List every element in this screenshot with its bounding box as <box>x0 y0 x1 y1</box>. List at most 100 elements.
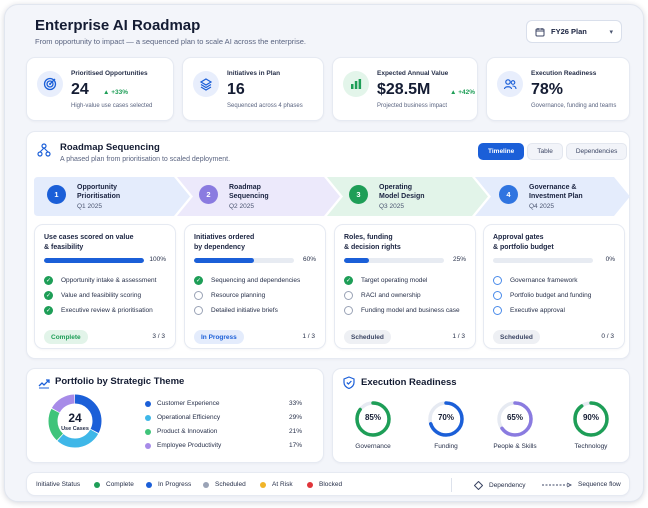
check-icon: ✓ <box>44 291 53 300</box>
task-item: Executive approval <box>493 306 565 315</box>
dashed-arrow-icon <box>542 482 572 487</box>
readiness-ring-governance: 85% <box>353 399 393 439</box>
phase-card-2[interactable]: Initiatives ordered by dependency 60% ✓ S… <box>184 224 326 349</box>
phase-name: Opportunity Prioritisation <box>77 184 121 200</box>
readiness-ring-funding: 70% <box>426 399 466 439</box>
task-item: ✓ Opportunity intake & assessment <box>44 276 157 285</box>
ring-label: Governance <box>355 443 391 450</box>
ring-progress <box>573 401 609 437</box>
progress-bar <box>493 258 593 263</box>
plan-selector-label: FY26 Plan <box>551 27 587 36</box>
kpi-value: 16 <box>227 81 245 98</box>
tab-timeline[interactable]: Timeline <box>478 143 525 160</box>
phase-number: 2 <box>199 185 218 204</box>
task-item: ✓ Sequencing and dependencies <box>194 276 301 285</box>
theme-legend-item: Operational Efficiency <box>145 414 220 421</box>
task-item: Governance framework <box>493 276 578 285</box>
phase-quarter: Q2 2025 <box>229 203 254 210</box>
kpi-sub: Governance, funding and teams <box>531 103 617 109</box>
phase-quarter: Q3 2025 <box>379 203 404 210</box>
check-icon: ✓ <box>194 276 203 285</box>
tab-table[interactable]: Table <box>527 143 563 160</box>
circle-icon <box>493 276 502 285</box>
phase-card-1[interactable]: Use cases scored on value & feasibility … <box>34 224 176 349</box>
status-scheduled: Scheduled <box>203 481 246 488</box>
portfolio-donut <box>48 394 102 448</box>
ring-progress <box>497 401 533 437</box>
kpi-label: Execution Readiness <box>531 70 597 77</box>
kpi-value: 24 <box>71 81 89 98</box>
status-blocked: Blocked <box>307 481 342 488</box>
layers-icon <box>193 71 219 97</box>
phase-2[interactable]: 2 Roadmap Sequencing Q2 2025 <box>187 177 337 216</box>
ring-progress <box>428 401 464 437</box>
check-icon: ✓ <box>344 276 353 285</box>
diamond-icon <box>474 481 483 490</box>
kpi-card-readiness: Execution Readiness 78% Governance, fund… <box>486 57 630 121</box>
circle-icon <box>493 306 502 315</box>
divider <box>451 478 452 492</box>
legend-dot <box>145 428 151 435</box>
kpi-sub: Projected business impact <box>377 103 448 109</box>
check-icon: ✓ <box>44 276 53 285</box>
task-item: ✓ Executive review & prioritisation <box>44 306 153 315</box>
ring-label: Technology <box>574 443 608 450</box>
theme-legend-item: Employee Productivity <box>145 442 221 449</box>
roadmap-title: Roadmap Sequencing <box>60 142 160 153</box>
donut-slice-4 <box>48 394 102 448</box>
status-dot <box>94 481 100 488</box>
legend-dot <box>145 442 151 449</box>
legend-dot <box>145 414 151 421</box>
donut-center-label: Use Cases <box>61 426 89 432</box>
readiness-ring-people-skills: 65% <box>495 399 535 439</box>
progress-percent: 100% <box>149 256 166 263</box>
ring-progress <box>355 401 391 437</box>
status-badge: Scheduled <box>344 330 391 344</box>
task-count: 1 / 3 <box>302 333 315 340</box>
phase-card-4[interactable]: Approval gates & portfolio budget 0% Gov… <box>483 224 625 349</box>
bar-chart-icon <box>343 71 369 97</box>
task-item: Detailed initiative briefs <box>194 306 278 315</box>
status-dot <box>260 481 266 488</box>
status-legend-bar: Initiative Status Complete In Progress S… <box>26 472 630 496</box>
task-item: RACI and ownership <box>344 291 421 300</box>
circle-icon <box>194 291 203 300</box>
plan-selector[interactable]: FY26 Plan ▾ <box>526 20 622 43</box>
theme-percent: 33% <box>289 400 303 407</box>
theme-percent: 21% <box>289 428 303 435</box>
kpi-card-initiatives: Initiatives in Plan 16 Sequenced across … <box>182 57 324 121</box>
hierarchy-icon <box>37 143 51 157</box>
view-tabs: Timeline Table Dependencies <box>478 143 628 160</box>
phase-arrow-1 <box>34 177 190 216</box>
circle-icon <box>344 306 353 315</box>
progress-percent: 25% <box>452 256 466 263</box>
kpi-sub: High-value use cases selected <box>71 103 153 109</box>
ring-percent: 70% <box>437 413 454 422</box>
phase-card-3[interactable]: Roles, funding & decision rights 25% ✓ Ta… <box>334 224 476 349</box>
theme-percent: 29% <box>289 414 303 421</box>
kpi-card-annual-value: Expected Annual Value $28.5M ▲ +42% Proj… <box>332 57 478 121</box>
phase-3[interactable]: 3 Operating Model Design Q3 2025 <box>337 177 487 216</box>
task-item: Portfolio budget and funding <box>493 291 591 300</box>
tab-dependencies[interactable]: Dependencies <box>565 143 628 160</box>
kpi-delta: ▲ +42% <box>450 89 476 96</box>
phase-number: 4 <box>499 185 518 204</box>
phase-4[interactable]: 4 Governance & Investment Plan Q4 2025 <box>487 177 627 216</box>
circle-icon <box>194 306 203 315</box>
task-item: ✓ Value and feasibility scoring <box>44 291 142 300</box>
card-title: Initiatives ordered by dependency <box>194 234 255 251</box>
phase-1[interactable]: 1 Opportunity Prioritisation Q1 2025 <box>35 177 185 216</box>
phase-name: Governance & Investment Plan <box>529 184 583 200</box>
status-at-risk: At Risk <box>260 481 293 488</box>
kpi-label: Initiatives in Plan <box>227 70 281 77</box>
task-item: ✓ Target operating model <box>344 276 428 285</box>
chevron-down-icon: ▾ <box>609 28 613 36</box>
readiness-ring-technology: 90% <box>571 399 611 439</box>
theme-legend-item: Product & Innovation <box>145 428 217 435</box>
donut-slice-3 <box>48 394 102 448</box>
progress-percent: 60% <box>302 256 316 263</box>
status-dot <box>203 481 209 488</box>
progress-bar <box>194 258 294 263</box>
roadmap-subtitle: A phased plan from prioritisation to sca… <box>60 156 231 163</box>
kpi-delta: ▲ +33% <box>103 89 129 96</box>
